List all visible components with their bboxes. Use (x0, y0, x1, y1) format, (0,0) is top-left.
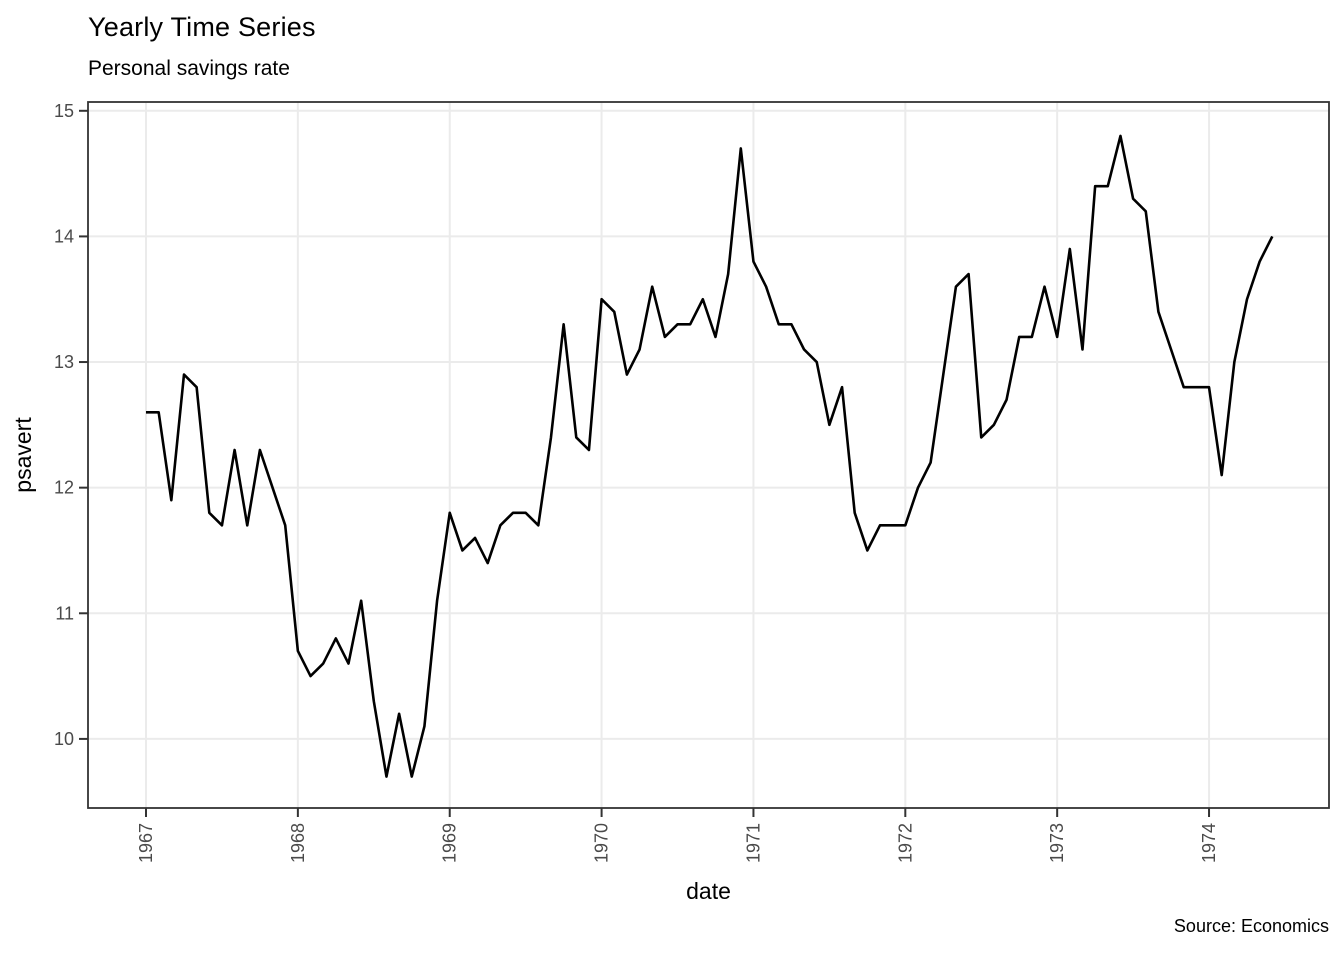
psavert-line (146, 134, 1274, 778)
chart-title: Yearly Time Series (88, 12, 316, 42)
x-tick-label: 1969 (440, 823, 460, 863)
x-tick-label: 1974 (1199, 823, 1219, 863)
x-tick-label: 1971 (743, 823, 763, 863)
x-axis-title: date (686, 878, 731, 904)
y-tick-label: 14 (54, 226, 74, 246)
data-layer (146, 134, 1274, 778)
chart-subtitle: Personal savings rate (88, 57, 290, 80)
tick-marks (79, 109, 1211, 817)
x-tick-label: 1970 (592, 823, 612, 863)
x-tick-label: 1968 (288, 823, 308, 863)
source-caption: Source: Economics (1173, 916, 1329, 936)
y-tick-label: 10 (54, 729, 74, 749)
y-tick-label: 12 (54, 478, 74, 498)
axes (87, 101, 1330, 809)
x-tick-label: 1972 (895, 823, 915, 863)
y-axis-title: psavert (10, 417, 36, 493)
y-tick-label: 15 (54, 101, 74, 121)
tick-labels: 10 11 12 13 14 15 1967 1968 1969 1970 1971 1972 1973… (54, 101, 1219, 863)
x-tick-label: 1967 (136, 823, 156, 863)
gridlines (88, 102, 1329, 808)
y-tick-label: 11 (55, 603, 74, 623)
y-tick-label: 13 (54, 352, 74, 372)
x-tick-label: 1973 (1047, 823, 1067, 863)
panel-border (87, 101, 1330, 809)
